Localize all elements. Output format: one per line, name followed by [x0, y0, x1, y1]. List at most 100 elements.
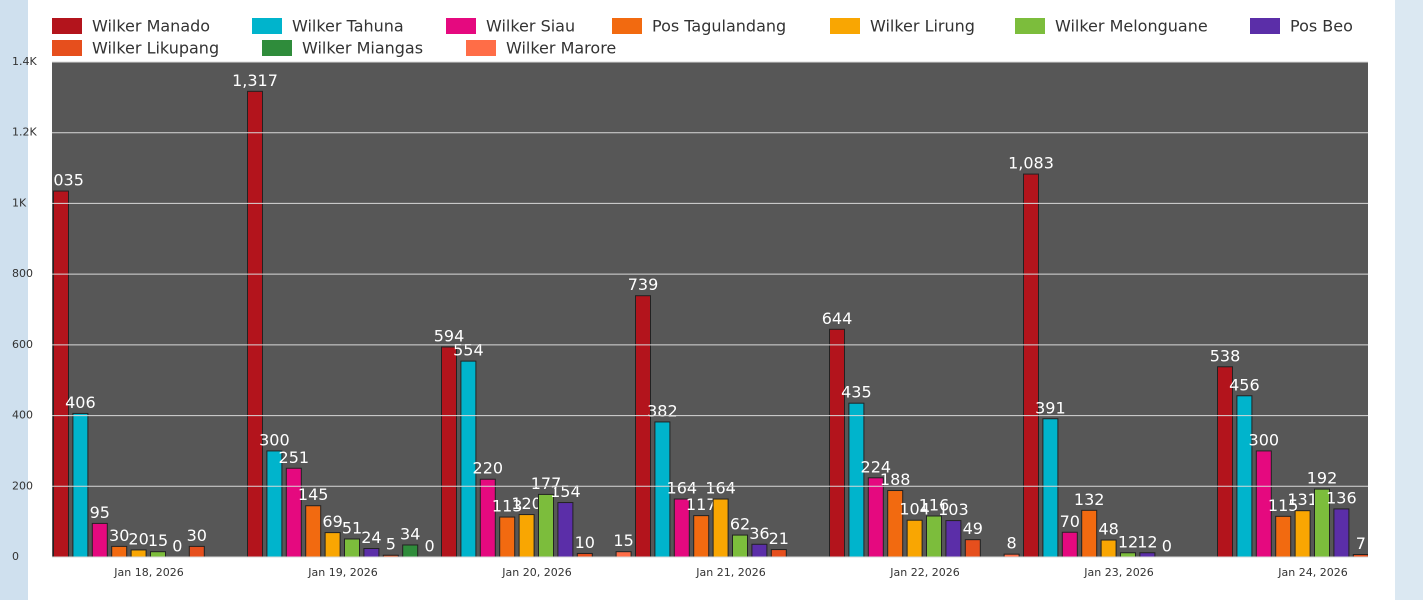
data-label: 36	[749, 524, 769, 543]
bar	[363, 548, 380, 558]
bar	[1294, 510, 1311, 558]
legend-label: Wilker Siau	[486, 17, 575, 36]
data-label: 1,317	[232, 71, 278, 90]
data-label: 70	[1060, 512, 1080, 531]
legend-label: Pos Beo	[1290, 17, 1353, 36]
bar	[1042, 418, 1059, 558]
data-label: 34	[400, 524, 420, 543]
x-tick-label: Jan 24, 2026	[1277, 566, 1347, 579]
data-label: 435	[841, 383, 872, 402]
bar	[324, 532, 341, 558]
y-tick-label: 1.4K	[12, 55, 37, 68]
bar	[1100, 539, 1117, 558]
data-label: 5	[386, 535, 396, 554]
bar	[576, 552, 593, 558]
data-label: 103	[938, 500, 969, 519]
y-tick-label: 200	[12, 479, 33, 492]
legend-label: Wilker Miangas	[302, 39, 423, 58]
bar	[402, 544, 419, 558]
bar	[1120, 552, 1136, 558]
data-label: 391	[1035, 398, 1066, 417]
legend-swatch	[252, 18, 282, 34]
legend-swatch	[612, 18, 642, 34]
y-tick-label: 1.2K	[12, 126, 37, 139]
data-label: 1,083	[1008, 154, 1054, 173]
bar	[130, 549, 147, 558]
data-label: 220	[473, 459, 504, 478]
y-tick-label: 400	[12, 409, 33, 422]
bar	[1023, 173, 1039, 558]
bar	[188, 545, 205, 558]
bar	[1236, 395, 1253, 558]
x-tick-label: Jan 23, 2026	[1083, 566, 1153, 579]
bar	[247, 90, 263, 558]
data-label: 12	[1118, 532, 1138, 551]
bar	[111, 545, 128, 558]
data-label: 15	[613, 531, 633, 550]
x-tick-label: Jan 19, 2026	[307, 566, 377, 579]
data-label: 1,035	[38, 171, 84, 190]
bar	[150, 551, 166, 558]
data-label: 164	[667, 479, 698, 498]
x-tick-label: Jan 21, 2026	[695, 566, 765, 579]
data-label: 251	[279, 448, 310, 467]
data-label: 116	[919, 495, 950, 514]
legend-swatch	[262, 40, 292, 56]
data-label: 21	[769, 529, 789, 548]
bar	[499, 516, 516, 558]
data-label: 48	[1098, 520, 1118, 539]
data-label: 739	[628, 275, 659, 294]
bar	[72, 412, 89, 558]
x-tick-label: Jan 22, 2026	[889, 566, 959, 579]
data-label: 15	[148, 531, 168, 550]
y-tick-label: 0	[12, 550, 19, 563]
bar	[91, 522, 108, 558]
bar	[848, 402, 865, 558]
bar	[1217, 366, 1233, 558]
bar	[538, 493, 554, 558]
data-label: 12	[1137, 532, 1157, 551]
y-tick-label: 600	[12, 338, 33, 351]
data-label: 192	[1307, 469, 1338, 488]
x-tick-label: Jan 20, 2026	[501, 566, 571, 579]
legend-swatch	[52, 18, 82, 34]
bar	[926, 515, 942, 558]
bar	[615, 551, 632, 558]
bar	[441, 346, 457, 558]
legend-swatch	[466, 40, 496, 56]
bar	[1061, 531, 1078, 558]
data-label: 51	[342, 518, 362, 537]
data-label: 69	[322, 512, 342, 531]
bar	[829, 328, 845, 558]
legend-label: Wilker Marore	[506, 39, 616, 58]
bar	[1081, 509, 1098, 558]
data-label: 10	[575, 533, 595, 552]
x-tick-label: Jan 18, 2026	[113, 566, 183, 579]
data-label: 0	[172, 537, 182, 556]
bar	[1139, 552, 1156, 558]
data-label: 164	[705, 479, 736, 498]
data-label: 0	[425, 537, 435, 556]
data-label: 188	[880, 470, 911, 489]
bar	[732, 534, 748, 558]
y-tick-label: 800	[12, 267, 33, 280]
data-label: 117	[686, 495, 717, 514]
side-decoration	[1395, 0, 1423, 600]
data-label: 7	[1356, 534, 1366, 553]
bar	[712, 498, 729, 558]
legend-label: Wilker Likupang	[92, 39, 219, 58]
data-label: 406	[65, 393, 96, 412]
bar	[770, 549, 787, 558]
data-label: 132	[1074, 490, 1105, 509]
data-label: 95	[90, 503, 110, 522]
y-tick-label: 1K	[12, 196, 27, 209]
bar	[1275, 515, 1292, 558]
legend-swatch	[1015, 18, 1045, 34]
legend-label: Pos Tagulandang	[652, 17, 786, 36]
data-label: 115	[1268, 496, 1299, 515]
data-label: 554	[453, 341, 484, 360]
data-label: 594	[434, 326, 465, 345]
legend-swatch	[52, 40, 82, 56]
bar	[53, 190, 69, 558]
